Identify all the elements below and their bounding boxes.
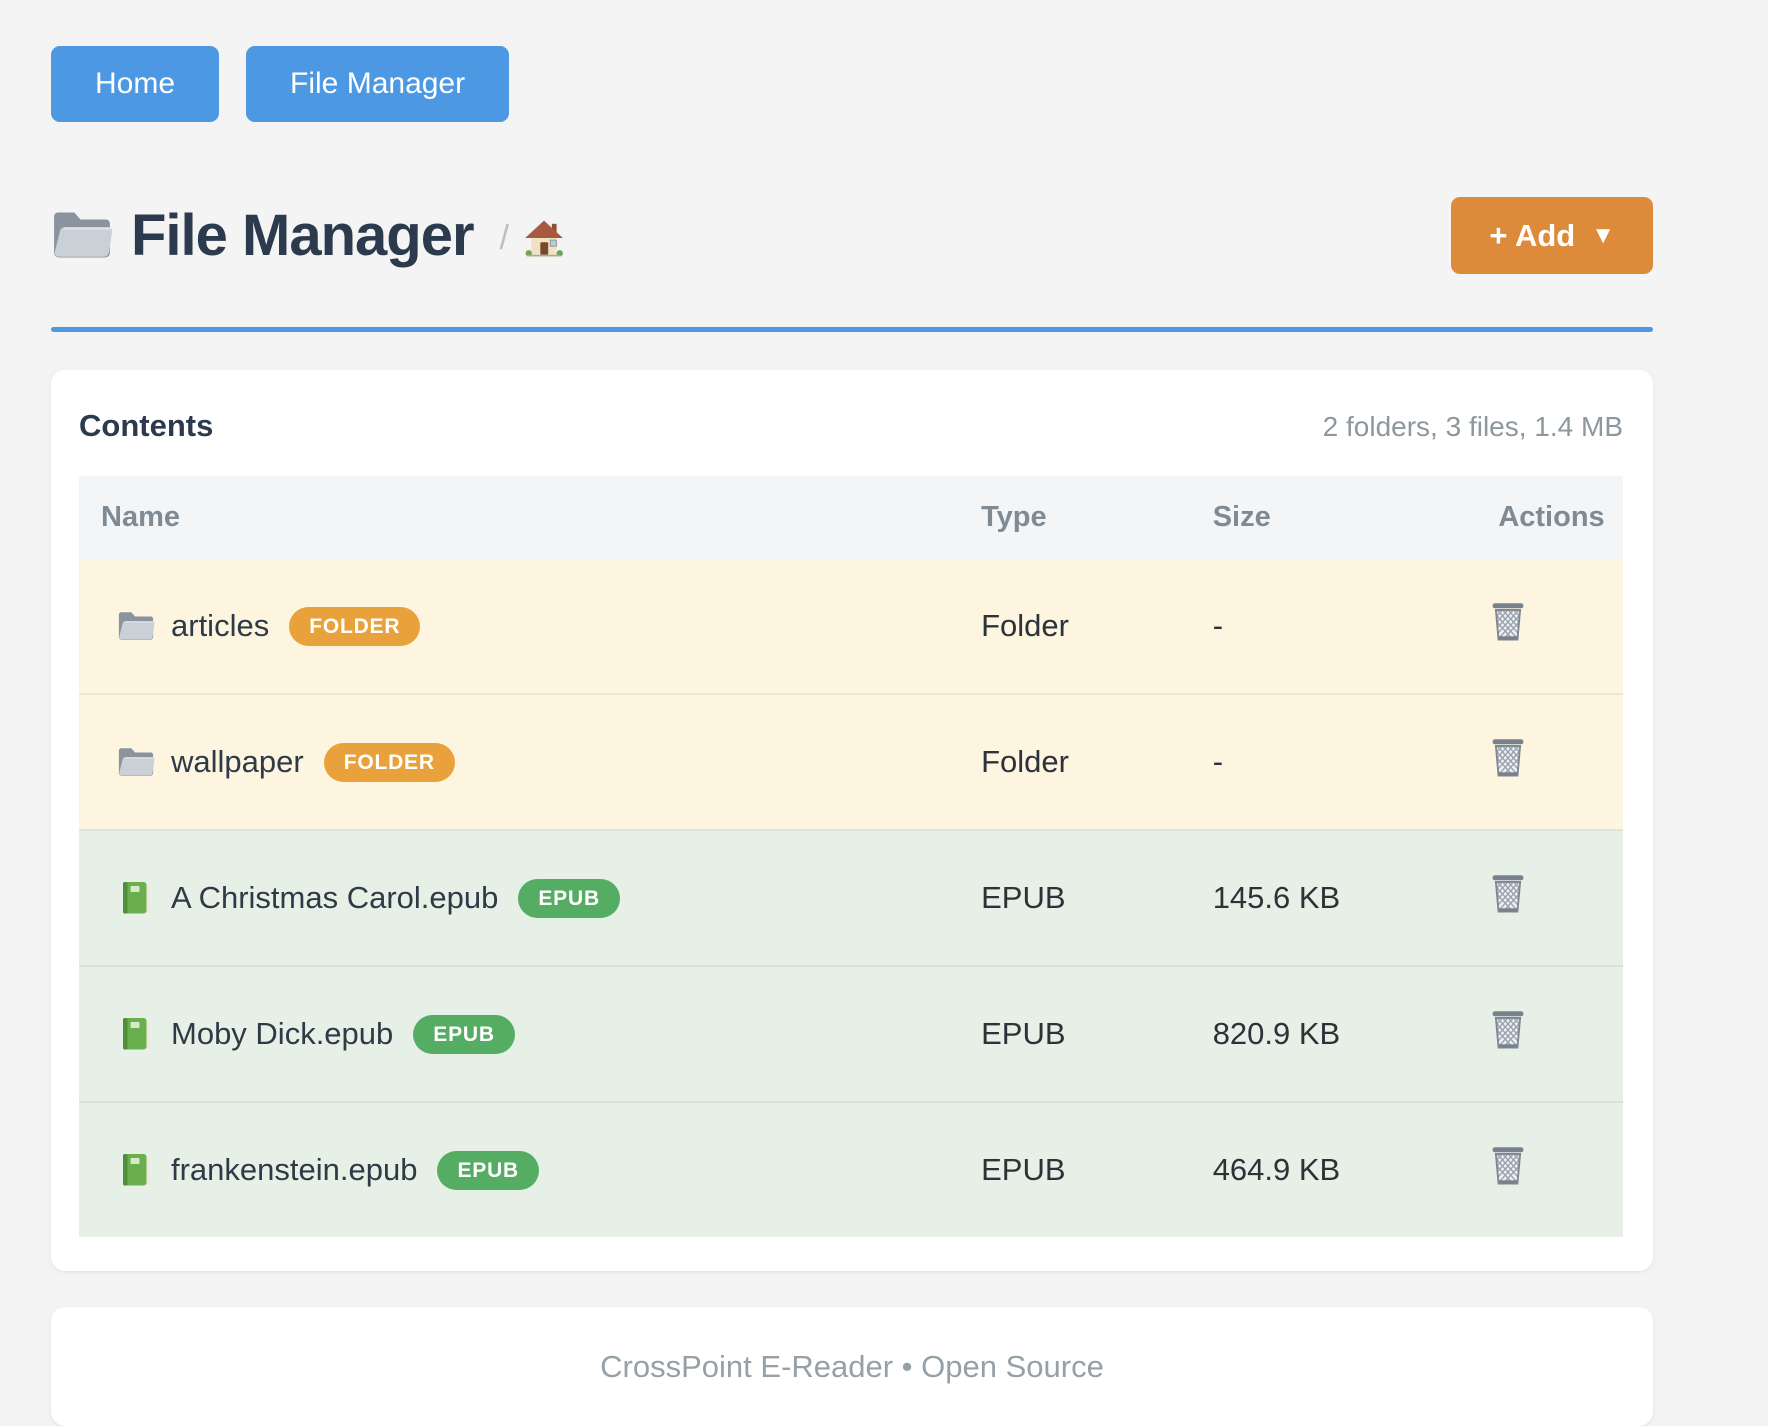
table-header-row: Name Type Size Actions bbox=[79, 476, 1623, 559]
folder-icon bbox=[117, 608, 155, 644]
type-badge: EPUB bbox=[437, 1150, 540, 1190]
breadcrumb-separator: / bbox=[499, 218, 509, 257]
contents-card-header: Contents 2 folders, 3 files, 1.4 MB bbox=[79, 408, 1623, 452]
file-table-body: articles FOLDER Folder - bbox=[79, 559, 1623, 1237]
file-size: - bbox=[1212, 608, 1224, 643]
folder-icon bbox=[51, 207, 113, 263]
file-name[interactable]: articles bbox=[171, 608, 270, 643]
file-size: 145.6 KB bbox=[1190, 829, 1477, 966]
nav-home-button[interactable]: Home bbox=[51, 46, 220, 122]
book-icon bbox=[117, 1016, 155, 1052]
nav-bar: Home File Manager bbox=[51, 46, 1653, 122]
table-row[interactable]: Moby Dick.epub EPUB EPUB 820.9 KB bbox=[79, 965, 1623, 1102]
file-type: EPUB bbox=[959, 965, 1191, 1102]
column-header-actions: Actions bbox=[1498, 501, 1605, 533]
file-size: 464.9 KB bbox=[1190, 1101, 1477, 1237]
add-button[interactable]: + Add ▼ bbox=[1451, 196, 1653, 274]
delete-button[interactable] bbox=[1488, 1144, 1528, 1188]
table-row[interactable]: A Christmas Carol.epub EPUB EPUB 145.6 K… bbox=[79, 829, 1623, 966]
file-table: Name Type Size Actions bbox=[79, 476, 1623, 1237]
folder-icon bbox=[117, 744, 155, 780]
column-header-size: Size bbox=[1212, 501, 1271, 533]
contents-card: Contents 2 folders, 3 files, 1.4 MB Name… bbox=[51, 370, 1653, 1271]
column-header-type: Type bbox=[981, 501, 1047, 533]
table-row[interactable]: frankenstein.epub EPUB EPUB 464.9 KB bbox=[79, 1101, 1623, 1237]
delete-button[interactable] bbox=[1488, 1008, 1528, 1052]
file-type: EPUB bbox=[959, 1101, 1191, 1237]
file-name[interactable]: A Christmas Carol.epub bbox=[171, 880, 499, 915]
title-group: File Manager / bbox=[51, 202, 565, 269]
footer: CrossPoint E-Reader • Open Source bbox=[51, 1307, 1653, 1426]
add-button-label: + Add bbox=[1489, 217, 1576, 253]
file-name[interactable]: Moby Dick.epub bbox=[171, 1016, 394, 1051]
file-size: - bbox=[1190, 693, 1477, 830]
contents-summary: 2 folders, 3 files, 1.4 MB bbox=[1322, 411, 1623, 442]
caret-down-icon: ▼ bbox=[1591, 222, 1615, 249]
type-badge: EPUB bbox=[518, 878, 620, 918]
table-row[interactable]: wallpaper FOLDER Folder - bbox=[79, 693, 1623, 830]
header-divider bbox=[51, 327, 1653, 332]
file-name[interactable]: wallpaper bbox=[171, 744, 304, 779]
book-icon bbox=[117, 880, 155, 916]
file-size: 820.9 KB bbox=[1190, 965, 1477, 1102]
type-badge: FOLDER bbox=[323, 742, 455, 782]
file-type: Folder bbox=[981, 608, 1069, 643]
file-type: Folder bbox=[959, 693, 1191, 830]
book-icon bbox=[117, 1152, 155, 1188]
table-row[interactable]: articles FOLDER Folder - bbox=[79, 559, 1623, 694]
file-name[interactable]: frankenstein.epub bbox=[171, 1152, 418, 1187]
house-icon[interactable] bbox=[523, 217, 565, 259]
column-header-name: Name bbox=[101, 501, 180, 533]
file-type: EPUB bbox=[959, 829, 1191, 966]
type-badge: FOLDER bbox=[289, 606, 421, 646]
type-badge: EPUB bbox=[413, 1014, 515, 1054]
page-title: File Manager bbox=[131, 202, 475, 268]
contents-title: Contents bbox=[79, 408, 214, 443]
delete-button[interactable] bbox=[1488, 736, 1528, 780]
delete-button[interactable] bbox=[1488, 600, 1528, 644]
footer-text: CrossPoint E-Reader • Open Source bbox=[600, 1348, 1104, 1384]
nav-file-manager-button[interactable]: File Manager bbox=[246, 46, 510, 122]
page-header: File Manager / + Add ▼ bbox=[51, 192, 1653, 278]
delete-button[interactable] bbox=[1488, 872, 1528, 916]
